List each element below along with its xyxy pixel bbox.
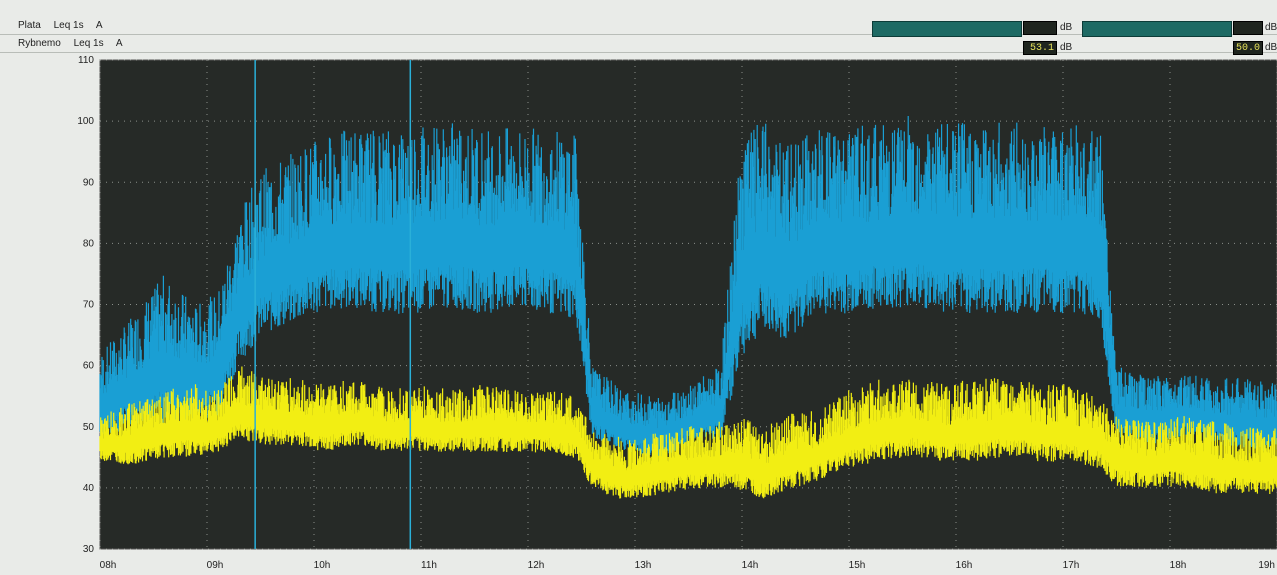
x-tick-label: 15h <box>849 560 866 571</box>
series-2-line <box>99 366 1277 499</box>
legend-row-series-1[interactable]: Plata Leq 1s A <box>18 18 113 34</box>
legend-row-series-2[interactable]: Rybnemo Leq 1s A <box>18 36 133 52</box>
series-2-weighting: A <box>115 38 123 49</box>
unit-label: dB <box>1265 22 1277 33</box>
y-tick-label: 50 <box>83 422 95 433</box>
cursor-value <box>1233 21 1263 35</box>
cursor-value <box>1023 21 1057 35</box>
x-tick-label: 08h <box>100 560 117 571</box>
x-tick-label: 12h <box>528 560 545 571</box>
series-2-trace <box>99 366 1277 499</box>
unit-label: dB <box>1265 42 1277 53</box>
x-tick-label: 11h <box>421 560 437 571</box>
cursor-readout-right-top: dB <box>1082 21 1277 37</box>
series-1-metric: Leq 1s <box>53 20 84 31</box>
y-tick-label: 40 <box>83 483 95 494</box>
y-tick-label: 80 <box>83 238 95 249</box>
y-tick-label: 100 <box>77 116 94 127</box>
cursor-readout-left-top: dB <box>872 21 1072 37</box>
cursor-readout-right-bottom: 50.0 dB <box>1082 41 1277 57</box>
series-1-label: Plata <box>18 20 41 31</box>
unit-label: dB <box>1060 22 1073 33</box>
x-tick-label: 09h <box>207 560 224 571</box>
unit-label: dB <box>1060 42 1073 53</box>
x-tick-label: 14h <box>742 560 759 571</box>
y-tick-label: 30 <box>83 544 95 555</box>
cursor-readout-left-bottom: 53.1 dB <box>872 41 1072 57</box>
header-divider <box>0 52 1277 53</box>
header-divider <box>0 34 1277 35</box>
y-tick-label: 60 <box>83 361 95 372</box>
x-tick-label: 19h <box>1258 560 1275 571</box>
y-tick-label: 90 <box>83 177 95 188</box>
cursor-timestamp <box>1082 21 1232 37</box>
series-2-metric: Leq 1s <box>73 38 104 49</box>
x-tick-label: 10h <box>314 560 331 571</box>
cursor-timestamp <box>872 21 1022 37</box>
series-1-weighting: A <box>95 20 103 31</box>
x-tick-label: 18h <box>1170 560 1187 571</box>
cursor-value: 50.0 <box>1233 41 1263 55</box>
cursor-value: 53.1 <box>1023 41 1057 55</box>
x-tick-label: 16h <box>956 560 973 571</box>
series-2-label: Rybnemo <box>18 38 61 49</box>
x-tick-label: 17h <box>1063 560 1080 571</box>
y-tick-label: 70 <box>83 300 95 311</box>
x-tick-label: 13h <box>635 560 652 571</box>
y-tick-label: 110 <box>78 55 94 66</box>
